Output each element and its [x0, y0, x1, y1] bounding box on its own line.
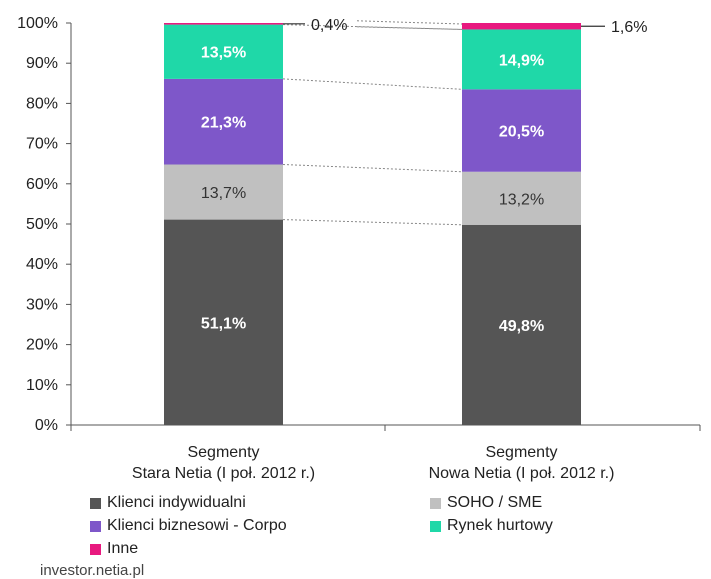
y-tick-label: 20% — [26, 337, 58, 354]
bar-segment — [164, 164, 283, 220]
y-tick-label: 60% — [26, 176, 58, 193]
data-label: 51,1% — [201, 315, 246, 332]
x-category-label: Segmenty Nowa Netia (I poł. 2012 r.) — [429, 444, 615, 482]
data-label: 20,5% — [499, 124, 544, 141]
x-category-label: Segmenty Stara Netia (I poł. 2012 r.) — [132, 444, 315, 482]
data-label: 13,2% — [499, 191, 544, 208]
connector-line — [282, 78, 463, 90]
data-label: 13,5% — [201, 45, 246, 62]
bar-segment — [164, 23, 283, 25]
data-label: 14,9% — [499, 52, 544, 69]
data-label-callout: 1,6% — [611, 19, 647, 36]
category-labels: Segmenty Stara Netia (I poł. 2012 r.) Segm… — [132, 444, 615, 482]
bar-segment — [164, 78, 283, 165]
y-tick-label: 30% — [26, 296, 58, 313]
y-tick-label: 90% — [26, 55, 58, 72]
connector-line — [356, 26, 463, 30]
bar-segment — [462, 89, 581, 172]
y-tick-label: 50% — [26, 216, 58, 233]
y-tick-label: 10% — [26, 377, 58, 394]
bar-segment — [164, 24, 283, 79]
bar-segment — [462, 29, 581, 90]
bar-segment — [164, 219, 283, 425]
y-axis: 0% 10% 20% 30% 40% 50% 60% 70% 80% 90% 100% — [17, 15, 701, 434]
connector-line — [282, 24, 463, 30]
y-tick-label: 70% — [26, 136, 58, 153]
y-tick-label: 100% — [17, 15, 58, 32]
bar-segment — [462, 224, 581, 425]
connector-line — [282, 164, 463, 173]
y-tick-label: 40% — [26, 256, 58, 273]
connector-lines — [282, 20, 463, 226]
data-label-callout: 0,4% — [311, 17, 347, 34]
data-label: 13,7% — [201, 185, 246, 202]
data-label: 21,3% — [201, 115, 246, 132]
connector-line — [356, 20, 463, 25]
y-tick-label: 80% — [26, 95, 58, 112]
bars-group: 51,1% 13,7% 21,3% 13,5% 49,8% 13,2% 20,5% 14,9%… — [164, 17, 647, 425]
footer-url: investor.netia.pl — [40, 562, 145, 579]
bar-segment — [462, 23, 581, 30]
y-tick-label: 0% — [35, 417, 58, 434]
connector-line — [282, 219, 463, 226]
bar-segment — [462, 171, 581, 225]
data-label: 49,8% — [499, 318, 544, 335]
